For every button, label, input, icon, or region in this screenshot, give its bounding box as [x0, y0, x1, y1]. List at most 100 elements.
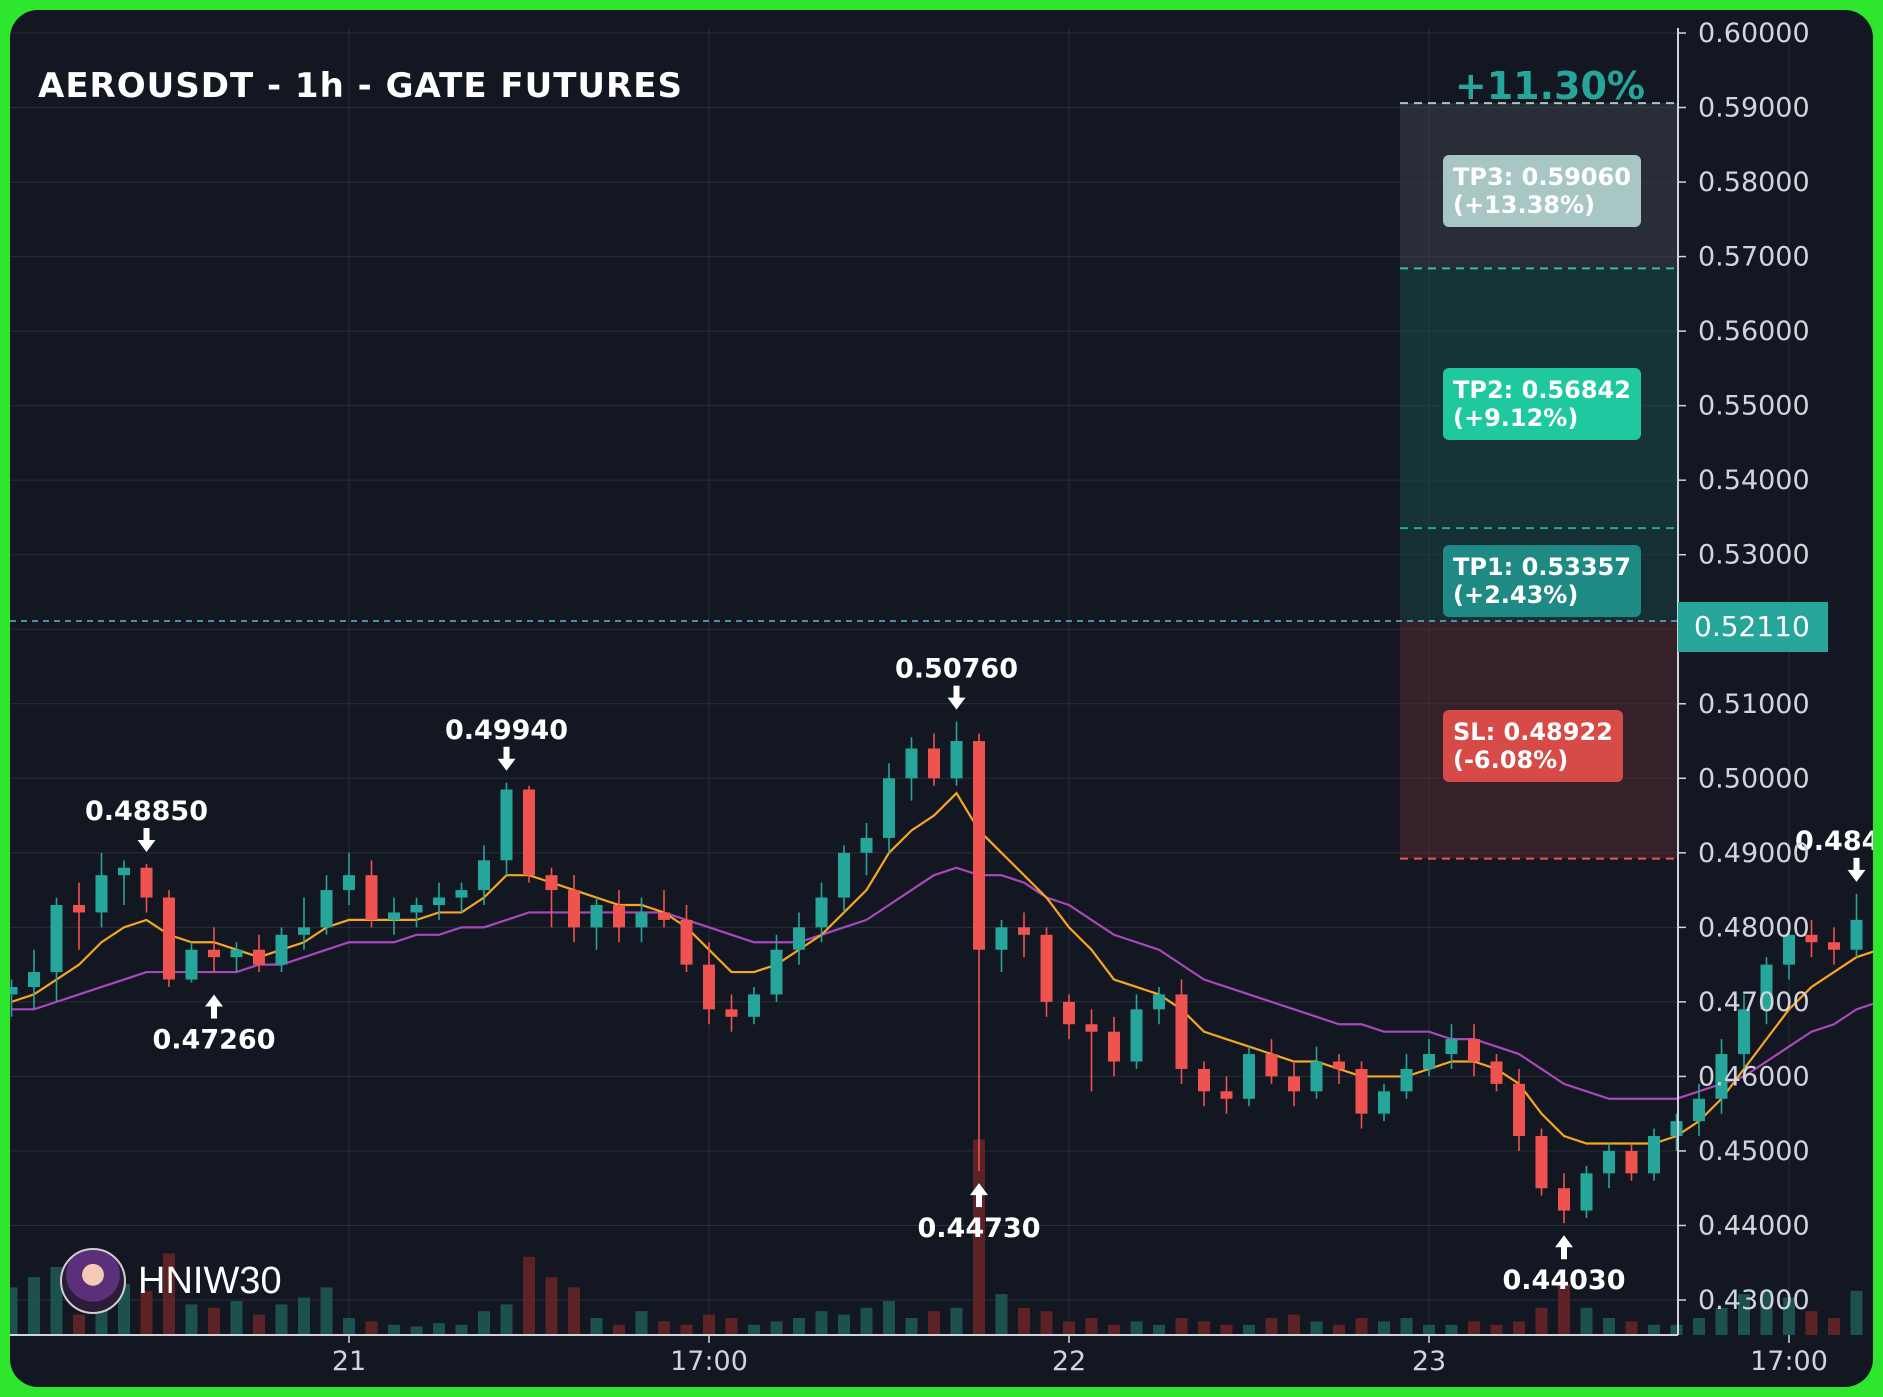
candle-body — [365, 875, 378, 920]
volume-bar — [50, 1267, 63, 1335]
tp1-price: TP1: 0.53357 — [1453, 553, 1631, 581]
candle-body — [1400, 1068, 1413, 1092]
volume-bar — [298, 1297, 310, 1335]
candle-body — [725, 1009, 738, 1017]
volume-bar — [1108, 1324, 1120, 1335]
annotation-label: 0.50760 — [895, 654, 1018, 685]
candle-body — [1288, 1076, 1300, 1092]
sl-price: SL: 0.48922 — [1453, 718, 1613, 746]
annotation-arrow-stem — [976, 1194, 982, 1208]
volume-bar — [1288, 1314, 1300, 1335]
volume-bar — [1760, 1290, 1773, 1335]
volume-bar — [1738, 1294, 1750, 1335]
candle-body — [73, 904, 85, 913]
annotation-arrow-stem — [143, 828, 150, 842]
candle-body — [613, 904, 625, 928]
volume-bar — [365, 1321, 378, 1335]
volume-bar — [410, 1326, 423, 1335]
candle-body — [1085, 1024, 1098, 1032]
volume-bar — [343, 1318, 355, 1335]
y-tick-label: 0.45000 — [1698, 1136, 1810, 1167]
volume-bar — [1018, 1307, 1030, 1335]
candle-body — [1220, 1091, 1233, 1099]
candle-body — [1760, 964, 1773, 1010]
volume-bar — [1558, 1284, 1570, 1335]
brand-name: HNIW30 — [138, 1259, 282, 1302]
candle-body — [1535, 1136, 1548, 1189]
volume-bar — [1400, 1318, 1413, 1335]
y-tick-label: 0.50000 — [1698, 763, 1810, 794]
candle-body — [1625, 1150, 1638, 1174]
candle-body — [140, 867, 153, 898]
candle-body — [118, 867, 130, 876]
candle-body — [478, 860, 490, 891]
candle-body — [1670, 1121, 1683, 1137]
candle-body — [1153, 994, 1165, 1010]
annotation-label: 0.48450 — [1795, 826, 1873, 857]
candle-body — [905, 748, 918, 779]
sl-pct: (-6.08%) — [1453, 746, 1569, 774]
candle-body — [748, 994, 760, 1017]
volume-bar — [1603, 1318, 1615, 1335]
volume-bar — [1783, 1297, 1795, 1335]
candle-body — [1648, 1136, 1660, 1174]
volume-bar — [388, 1324, 400, 1335]
volume-bar — [950, 1307, 963, 1335]
volume-bar — [635, 1311, 648, 1335]
candle-body — [28, 972, 40, 987]
sl-label: SL: 0.48922 (-6.08%) — [1443, 710, 1623, 782]
volume-bar — [320, 1287, 333, 1335]
tp3-label: TP3: 0.59060 (+13.38%) — [1443, 155, 1641, 227]
y-tick-label: 0.43000 — [1698, 1285, 1810, 1316]
volume-bar — [1468, 1321, 1480, 1335]
volume-bar — [253, 1314, 265, 1335]
annotation-label: 0.44030 — [1503, 1265, 1626, 1296]
tp2-label: TP2: 0.56842 (+9.12%) — [1443, 368, 1641, 440]
annotation-arrow — [1847, 869, 1866, 882]
candle-body — [590, 904, 603, 928]
volume-bar — [1265, 1318, 1278, 1335]
candle-body — [1198, 1068, 1210, 1092]
candle-body — [1130, 1009, 1143, 1062]
candle-body — [50, 904, 63, 973]
candle-body — [1828, 942, 1840, 950]
candle-body — [163, 897, 175, 980]
annotation-arrow — [205, 994, 223, 1007]
candle-body — [1310, 1061, 1323, 1092]
volume-bar — [1423, 1324, 1435, 1335]
volume-bar — [1310, 1321, 1323, 1335]
volume-bar — [1378, 1321, 1390, 1335]
candle-body — [1355, 1068, 1368, 1114]
volume-bar — [500, 1304, 513, 1335]
volume-bar — [1040, 1311, 1053, 1335]
target-gain-label: +11.30% — [1454, 64, 1645, 108]
x-tick-label: 17:00 — [670, 1346, 748, 1377]
y-tick-label: 0.59000 — [1698, 93, 1810, 124]
volume-bar — [1445, 1324, 1458, 1335]
candle-body — [545, 875, 558, 891]
volume-bar — [1333, 1324, 1345, 1335]
annotation-arrow-stem — [1853, 857, 1860, 871]
annotation-label: 0.44730 — [918, 1213, 1041, 1244]
volume-bar — [478, 1311, 490, 1335]
candle-body — [1693, 1098, 1705, 1122]
ema-slow-line — [11, 866, 1873, 1100]
candle-body — [995, 927, 1008, 950]
candle-body — [950, 741, 963, 779]
volume-bar — [995, 1294, 1008, 1335]
candle-body — [635, 912, 648, 928]
tp1-label: TP1: 0.53357 (+2.43%) — [1443, 545, 1641, 617]
volume-bar — [523, 1256, 535, 1335]
volume-bar — [815, 1311, 828, 1335]
candle-body — [928, 748, 940, 779]
tp2-price: TP2: 0.56842 — [1453, 376, 1631, 404]
candle-body — [1558, 1188, 1570, 1211]
candle-body — [680, 919, 693, 965]
y-tick-label: 0.54000 — [1698, 465, 1810, 496]
avatar — [60, 1248, 126, 1314]
candle-body — [1333, 1061, 1345, 1069]
y-tick-label: 0.51000 — [1698, 689, 1810, 720]
volume-bar — [1850, 1290, 1863, 1335]
x-tick-label: 22 — [1052, 1346, 1086, 1377]
annotation-label: 0.47260 — [153, 1025, 276, 1056]
